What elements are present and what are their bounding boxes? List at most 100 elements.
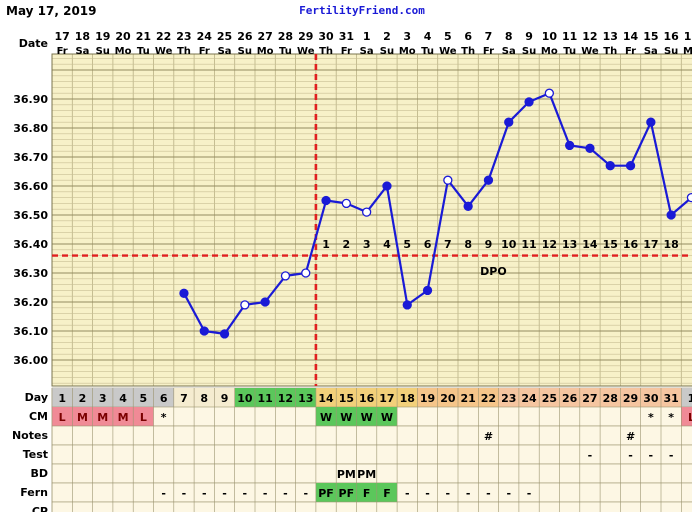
row-cell-text-cm: W — [340, 411, 352, 424]
row-cell-cm — [72, 407, 93, 426]
row-cell-text-fern: - — [243, 487, 248, 500]
dpo-number: 4 — [383, 238, 391, 251]
day-number: 20 — [115, 30, 131, 43]
row-cell-cm — [112, 407, 134, 426]
row-cell-text-fern: - — [161, 487, 166, 500]
row-cell-day — [214, 388, 235, 407]
row-label-bd: BD — [30, 467, 48, 480]
row-test — [51, 444, 692, 465]
row-cell-day — [173, 388, 195, 407]
temperature-point — [382, 181, 392, 191]
row-cell-text-day: 17 — [379, 392, 394, 405]
row-cell-text-day: 22 — [481, 392, 496, 405]
row-cell-cm — [315, 407, 337, 426]
row-cell-text-day: 21 — [460, 392, 475, 405]
dpo-number: 9 — [485, 238, 493, 251]
temperature-point — [321, 195, 331, 206]
dpo-number: 1 — [322, 238, 330, 251]
row-cell-text-test: - — [669, 449, 674, 462]
day-number: 17 — [684, 30, 692, 43]
weekday-label: Tu — [563, 46, 576, 57]
y-tick-label: 36.40 — [13, 238, 48, 251]
row-cell-text-fern: - — [405, 487, 410, 500]
row-cell-text-day: 5 — [140, 392, 148, 405]
row-cell-day — [336, 388, 357, 407]
day-number: 7 — [485, 30, 493, 43]
row-cell-cm — [336, 407, 357, 426]
row-cell-day — [112, 388, 134, 407]
day-number: 26 — [237, 30, 253, 43]
row-label-cp: CP — [32, 505, 48, 512]
row-cell-text-cm: L — [688, 411, 692, 424]
day-number: 24 — [197, 30, 213, 43]
site-name: FertilityFriend.com — [299, 4, 425, 17]
weekday-label: Su — [96, 46, 110, 57]
temperature-point — [666, 210, 676, 220]
temperature-point-open — [443, 175, 453, 185]
temperature-point-open — [544, 88, 554, 98]
temperature-point — [483, 175, 494, 185]
day-number: 27 — [257, 30, 272, 43]
temperature-point — [402, 300, 412, 310]
row-cell-day — [275, 388, 296, 407]
row-cell-text-cm: L — [59, 411, 66, 424]
row-cell-day — [620, 388, 641, 407]
row-cell-text-day: 30 — [643, 392, 659, 405]
day-number: 28 — [278, 30, 293, 43]
dpo-number: 18 — [663, 238, 678, 251]
weekday-label: Su — [664, 46, 678, 57]
temperature-point — [646, 117, 656, 127]
row-cell-day — [640, 388, 661, 407]
weekday-label: Sa — [75, 46, 89, 57]
day-number: 13 — [603, 30, 618, 43]
weekday-label: We — [297, 46, 315, 57]
row-cell-fern — [356, 483, 377, 502]
day-number: 9 — [525, 30, 533, 43]
row-label-day: Day — [25, 391, 48, 404]
row-cell-day — [518, 388, 540, 407]
dpo-number: 3 — [363, 238, 371, 251]
row-cell-text-day: 15 — [339, 392, 354, 405]
row-cell-cm — [92, 407, 113, 426]
row-cp — [51, 501, 692, 512]
plot-border — [51, 53, 692, 387]
dpo-label: DPO — [480, 265, 507, 278]
temperature-point-open — [240, 300, 250, 310]
row-cell-text-test: - — [628, 449, 633, 462]
y-tick-label: 36.70 — [13, 151, 48, 164]
row-cell-day — [234, 388, 255, 407]
row-cell-text-day: 19 — [420, 392, 435, 405]
day-number: 10 — [542, 30, 558, 43]
row-cell-text-day: 10 — [237, 392, 253, 405]
row-cell-text-cm: W — [361, 411, 373, 424]
weekday-label: Sa — [218, 46, 232, 57]
dpo-number: 11 — [521, 238, 536, 251]
row-cell-day — [153, 388, 174, 407]
row-cell-text-bd: PM — [357, 468, 376, 481]
row-cell-day — [376, 388, 398, 407]
weekday-label: We — [155, 46, 173, 57]
row-cell-text-day: 26 — [562, 392, 578, 405]
weekday-label: Th — [461, 46, 475, 57]
dpo-number: 12 — [542, 238, 557, 251]
row-cell-day — [600, 388, 621, 407]
row-cell-day — [539, 388, 560, 407]
y-tick-label: 36.10 — [13, 325, 48, 338]
row-cell-text-cm: * — [668, 411, 674, 424]
row-cell-day — [255, 388, 276, 407]
row-cell-text-day: 11 — [257, 392, 272, 405]
weekday-label: Tu — [279, 46, 292, 57]
day-number: 18 — [75, 30, 90, 43]
dpo-number: 14 — [582, 238, 598, 251]
row-cell-text-fern: - — [222, 487, 227, 500]
row-cell-text-cm: L — [140, 411, 147, 424]
row-cell-text-cm: M — [77, 411, 88, 424]
row-cell-text-day: 8 — [200, 392, 208, 405]
temperature-point — [219, 329, 230, 339]
row-cell-cm — [52, 407, 73, 426]
row-cell-text-day: 20 — [440, 392, 456, 405]
weekday-label: Mo — [399, 46, 416, 57]
row-cell-cm — [133, 407, 154, 426]
weekday-label: Su — [238, 46, 252, 57]
